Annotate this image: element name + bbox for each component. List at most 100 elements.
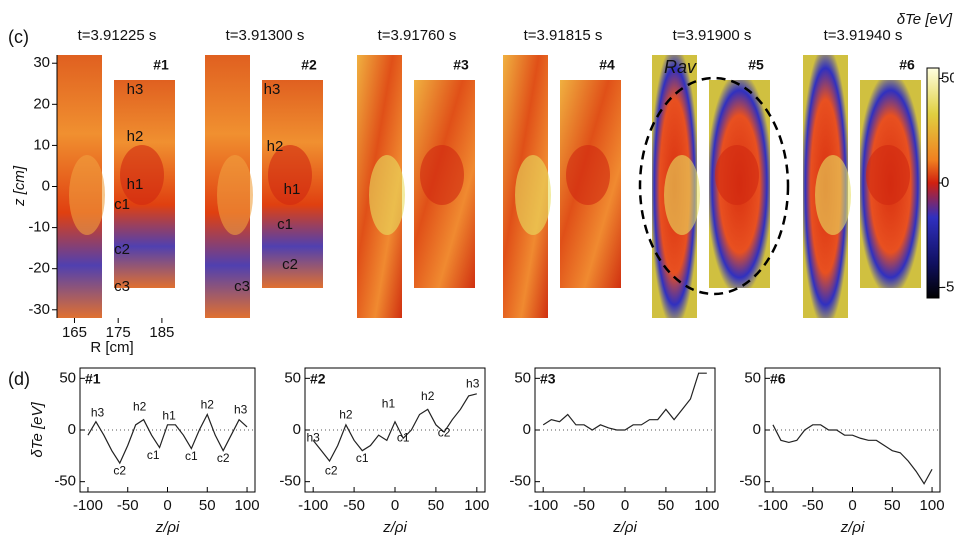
colorbar xyxy=(926,67,940,299)
blob xyxy=(815,155,851,235)
dashed-boundary xyxy=(638,76,790,296)
blob xyxy=(515,155,551,235)
annotation: c2 xyxy=(113,464,126,478)
annotation: h2 xyxy=(421,389,435,403)
data-line xyxy=(542,372,707,431)
region-label: c2 xyxy=(282,256,298,273)
annotation: c1 xyxy=(356,451,369,465)
x-tick-label: -50 xyxy=(343,497,365,514)
section-label: (d) xyxy=(8,369,30,389)
panel-number: #5 xyxy=(748,57,764,73)
chart-title: #2 xyxy=(310,371,326,387)
region-label: c1 xyxy=(277,216,293,233)
x-tick-label: 50 xyxy=(884,497,901,514)
x-axis-label: z/ρi xyxy=(840,519,865,536)
annotation: c1 xyxy=(397,430,410,444)
annotation: h2 xyxy=(339,408,353,422)
blob xyxy=(268,145,312,205)
annotation: c1 xyxy=(147,448,160,462)
x-axis-label: z/ρi xyxy=(612,519,637,536)
y-tick-label: 50 xyxy=(514,369,531,386)
time-label: t=3.91940 s xyxy=(824,27,903,44)
x-tick-label: -100 xyxy=(758,497,788,514)
y-tick-label: 0 xyxy=(68,421,76,438)
blob xyxy=(69,155,105,235)
x-tick-label: -100 xyxy=(73,497,103,514)
y-tick-label: 30 xyxy=(33,54,50,71)
x-tick-label: -100 xyxy=(298,497,328,514)
y-tick-label: -50 xyxy=(739,473,761,490)
y-tick-label: -30 xyxy=(28,301,50,318)
y-tick-label: 0 xyxy=(42,177,50,194)
annotation: h3 xyxy=(307,430,321,444)
x-tick-label: 50 xyxy=(428,497,445,514)
region-label: Rav xyxy=(664,57,697,77)
y-tick-label: 10 xyxy=(33,136,50,153)
x-tick-label: 0 xyxy=(163,497,171,514)
colorbar-tick-label: 0 xyxy=(941,174,949,191)
colorbar-tick-label: 50 xyxy=(941,69,954,86)
x-tick-label: -100 xyxy=(528,497,558,514)
panel-number: #6 xyxy=(899,57,915,73)
data-line xyxy=(312,393,477,463)
annotation: c1 xyxy=(185,449,198,463)
y-tick-label: -50 xyxy=(509,473,531,490)
y-tick-label: 0 xyxy=(293,421,301,438)
x-tick-label: 100 xyxy=(694,497,719,514)
blob xyxy=(120,145,164,205)
panel-number: #2 xyxy=(301,57,317,73)
x-tick-label: 100 xyxy=(920,497,945,514)
x-tick-label: -50 xyxy=(573,497,595,514)
annotation: h2 xyxy=(201,397,215,411)
y-tick-label: 50 xyxy=(744,369,761,386)
x-tick-label: 175 xyxy=(106,324,131,341)
blob xyxy=(217,155,253,235)
panel-number: #4 xyxy=(599,57,615,73)
region-label: h2 xyxy=(267,138,284,155)
bottom-panel: (d) 50 0 -50 -100 -50 0 50 100 #1 z/ρi δTe [eV] h3 c2… xyxy=(8,367,945,536)
blob xyxy=(715,145,759,205)
x-tick-label: 50 xyxy=(199,497,216,514)
region-label: c1 xyxy=(114,196,130,213)
time-label: t=3.91760 s xyxy=(378,27,457,44)
panel-number: #3 xyxy=(453,57,469,73)
annotation: h3 xyxy=(466,377,480,391)
annotation: c2 xyxy=(438,425,451,439)
top-panel: t=3.91225 s #1 t=3.91300 s #2 t=3.91760 s #3 t… xyxy=(8,11,954,356)
annotation: h2 xyxy=(133,399,147,413)
blob xyxy=(420,145,464,205)
annotation: h1 xyxy=(382,396,396,410)
x-tick-label: -50 xyxy=(802,497,824,514)
blob xyxy=(866,145,910,205)
chart-title: #6 xyxy=(770,371,786,387)
x-tick-label: -50 xyxy=(117,497,139,514)
annotation: h3 xyxy=(91,406,105,420)
panel-number: #1 xyxy=(153,57,169,73)
colorbar-title: δTe [eV] xyxy=(897,11,953,28)
annotation: h3 xyxy=(234,403,248,417)
y-tick-label: 50 xyxy=(284,369,301,386)
time-label: t=3.91225 s xyxy=(78,27,157,44)
time-label: t=3.91900 s xyxy=(673,27,752,44)
y-axis-label: z [cm] xyxy=(11,165,28,207)
annotation: c2 xyxy=(217,451,230,465)
y-tick-label: -20 xyxy=(28,260,50,277)
x-tick-label: 0 xyxy=(621,497,629,514)
y-tick-label: -50 xyxy=(54,473,76,490)
region-label: h3 xyxy=(264,81,281,98)
x-tick-label: 165 xyxy=(62,324,87,341)
time-label: t=3.91300 s xyxy=(226,27,305,44)
annotation: h1 xyxy=(162,409,176,423)
y-tick-label: 0 xyxy=(523,421,531,438)
y-axis-label: δTe [eV] xyxy=(29,402,46,458)
time-label: t=3.91815 s xyxy=(524,27,603,44)
region-label: h1 xyxy=(127,176,144,193)
y-tick-label: 0 xyxy=(753,421,761,438)
y-tick-label: 20 xyxy=(33,95,50,112)
x-axis-label: z/ρi xyxy=(155,519,180,536)
heatmaps xyxy=(57,55,921,318)
x-tick-label: 0 xyxy=(391,497,399,514)
x-axis-label: R [cm] xyxy=(90,339,133,356)
y-tick-label: -50 xyxy=(279,473,301,490)
x-axis-label: z/ρi xyxy=(382,519,407,536)
